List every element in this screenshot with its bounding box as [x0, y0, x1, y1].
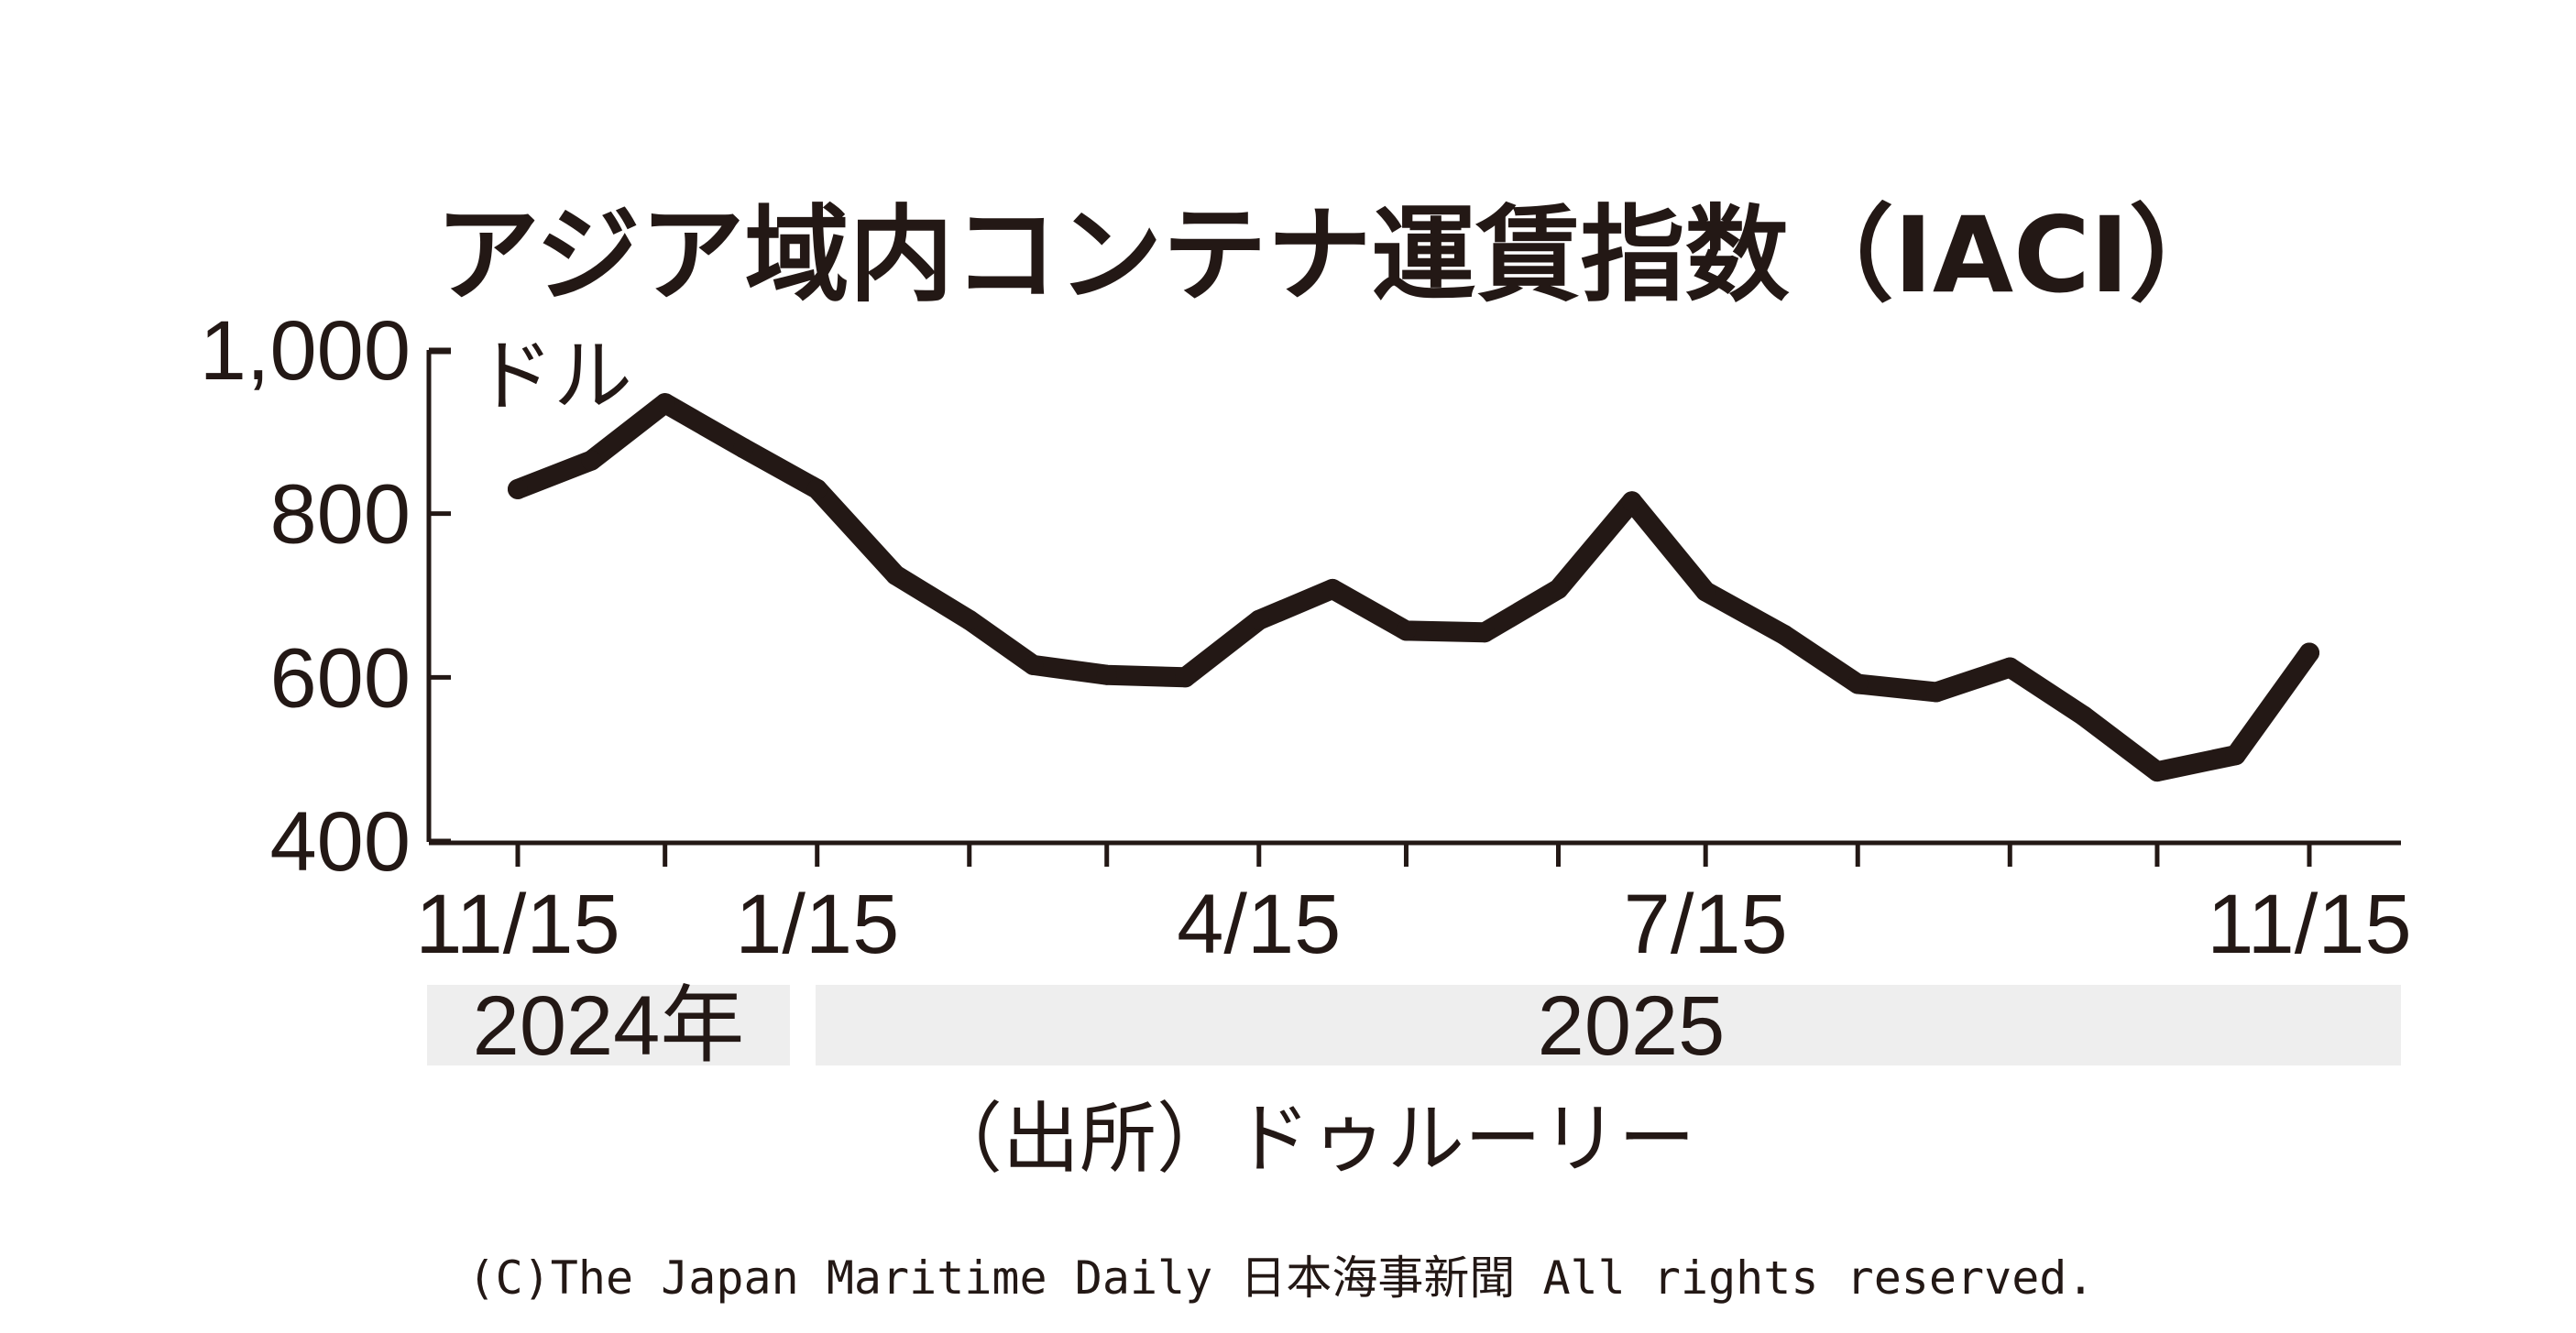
data-point	[2225, 745, 2246, 766]
data-point	[2147, 761, 2167, 782]
year-band-0	[427, 985, 790, 1065]
year-band-1	[816, 985, 2401, 1065]
data-point	[1396, 620, 1417, 641]
data-point	[885, 564, 906, 585]
x-tick-label: 4/15	[1177, 878, 1341, 971]
y-unit-label: ドル	[475, 333, 632, 421]
data-point	[1773, 624, 1794, 645]
chart-title: アジア域内コンテナ運賃指数（IACI）	[435, 194, 2233, 316]
data-point	[581, 450, 602, 471]
y-tick-label: 400	[270, 795, 411, 889]
data-point	[1925, 682, 1946, 703]
data-point	[654, 393, 675, 414]
data-point	[1175, 667, 1196, 688]
data-point	[1621, 491, 1642, 512]
data-point	[2299, 642, 2319, 663]
data-point	[1847, 673, 1869, 694]
data-point	[508, 478, 528, 499]
data-point	[1474, 622, 1496, 643]
data-point	[1248, 609, 1269, 630]
y-tick-label: 800	[270, 468, 411, 562]
y-tick-label: 1,000	[200, 304, 411, 398]
x-tick-label: 11/15	[415, 878, 619, 971]
year-band-label: 2025	[1538, 979, 1726, 1073]
x-tick-label: 1/15	[735, 878, 899, 971]
x-tick-label: 7/15	[1624, 878, 1788, 971]
data-point	[1695, 581, 1716, 602]
data-point	[1023, 654, 1044, 675]
data-point	[2000, 657, 2021, 678]
data-point	[733, 438, 754, 459]
year-band-label: 2024年	[473, 979, 745, 1073]
series-line	[508, 393, 2319, 782]
y-tick-label: 600	[270, 631, 411, 725]
data-point	[1096, 664, 1117, 685]
data-point	[2073, 705, 2094, 727]
data-point	[1548, 578, 1569, 599]
data-point	[806, 478, 828, 499]
data-point	[959, 609, 980, 630]
data-point	[1322, 578, 1343, 599]
x-tick-label: 11/15	[2207, 878, 2411, 971]
copyright-notice: (C)The Japan Maritime Daily 日本海事新聞 All r…	[467, 1251, 2094, 1305]
source-note: （出所）ドゥルーリー	[926, 1096, 1695, 1182]
